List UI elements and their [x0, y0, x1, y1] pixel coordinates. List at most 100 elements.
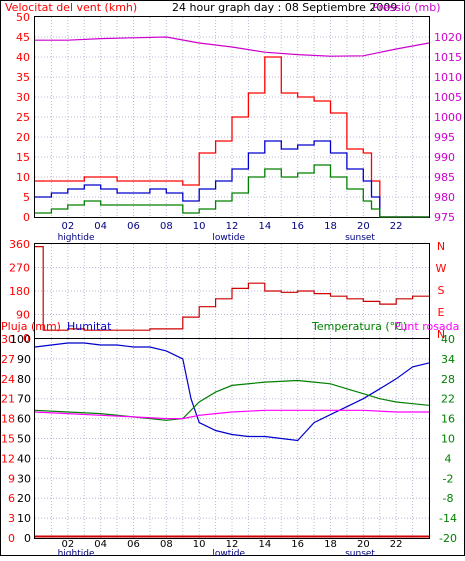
wind-tick-label: 40 [16, 51, 30, 64]
x-tick-label: 18 [324, 221, 337, 232]
series-layer [34, 36, 430, 538]
humidity-tick-label: 80 [17, 373, 31, 386]
x-tick-label: 10 [193, 539, 206, 550]
pressure-axis-label: Pressió (mb) [372, 1, 441, 14]
temperature-axis-label: Temperatura (°C) [311, 320, 407, 333]
x-tick-label: 12 [226, 539, 239, 550]
humidity-axis-label: Humitat [67, 320, 112, 333]
temperature-tick-label: 40 [441, 333, 455, 346]
temperature-tick-label: 22 [441, 393, 455, 406]
rain-tick-label: 0 [8, 532, 15, 545]
wind-tick-label: 20 [16, 131, 30, 144]
ticks-layer: 0510152025303540455097598098599099510001… [1, 11, 462, 559]
x-tick-label: 02 [61, 539, 74, 550]
rain-tick-label: 15 [1, 433, 15, 446]
rain-tick-label: 6 [8, 492, 15, 505]
temperature-tick-label: 16 [441, 413, 455, 426]
x-tick-label: 22 [390, 221, 403, 232]
temperature-tick-label: -2 [443, 472, 454, 485]
humidity-tick-label: 90 [17, 353, 31, 366]
temperature-tick-label: -8 [443, 492, 454, 505]
x-tick-label: 06 [127, 539, 140, 550]
direction-tick-label: 90 [16, 309, 30, 322]
rain-tick-label: 18 [1, 413, 15, 426]
temperature-tick-label: 4 [445, 452, 452, 465]
wind-tick-label: 15 [16, 151, 30, 164]
pressure-tick-label: 1000 [434, 111, 462, 124]
chart-title: 24 hour graph day : 08 Septiembre 2009 [172, 1, 397, 14]
x-tick-label: 14 [258, 221, 271, 232]
pressure-tick-label: 995 [434, 131, 455, 144]
x-tick-label: 14 [258, 539, 271, 550]
wind-gust-line [35, 56, 429, 218]
pressure-tick-label: 985 [434, 171, 455, 184]
x-marker-label: sunset [345, 549, 375, 556]
rain-tick-label: 30 [1, 333, 15, 346]
x-marker-label: hightide [58, 549, 95, 556]
humidity-tick-label: 60 [17, 413, 31, 426]
x-tick-label: 08 [160, 221, 173, 232]
x-tick-label: 16 [291, 539, 304, 550]
x-tick-label: 16 [291, 221, 304, 232]
rain-tick-label: 27 [1, 353, 15, 366]
x-tick-label: 02 [61, 221, 74, 232]
compass-label: W [436, 262, 447, 275]
x-tick-label: 20 [357, 539, 370, 550]
humidity-tick-label: 100 [10, 333, 31, 346]
pressure-tick-label: 980 [434, 191, 455, 204]
temperature-tick-label: 34 [441, 353, 455, 366]
dewpoint-line [34, 409, 429, 420]
humidity-tick-label: 20 [17, 492, 31, 505]
pressure-line [35, 36, 430, 57]
pressure-tick-label: 1020 [434, 31, 462, 44]
x-tick-label: 04 [94, 539, 107, 550]
rain-axis-label: Pluja (mm) [1, 320, 61, 333]
humidity-tick-label: 40 [17, 452, 31, 465]
wind-tick-label: 0 [23, 211, 30, 224]
x-tick-label: 12 [226, 221, 239, 232]
x-tick-label: 20 [357, 221, 370, 232]
pressure-tick-label: 1005 [434, 91, 462, 104]
humidity-tick-label: 0 [24, 532, 31, 545]
compass-label: N [437, 328, 445, 341]
direction-tick-label: 360 [9, 238, 30, 251]
rain-tick-label: 12 [1, 452, 15, 465]
wind-tick-label: 10 [16, 171, 30, 184]
rain-tick-label: 9 [8, 472, 15, 485]
dewpoint-axis-label: Punt rosada [394, 320, 459, 333]
compass-label: E [438, 306, 445, 319]
pressure-tick-label: 1015 [434, 51, 462, 64]
rain-tick-label: 3 [8, 512, 15, 525]
wind-tick-label: 45 [16, 31, 30, 44]
direction-tick-label: 270 [9, 262, 30, 275]
x-marker-label: lowtide [212, 549, 245, 556]
temperature-tick-label: 28 [441, 373, 455, 386]
wind-tick-label: 35 [16, 71, 30, 84]
rain-tick-label: 21 [1, 393, 15, 406]
x-marker-label: hightide [58, 233, 95, 243]
wind-tick-label: 25 [16, 111, 30, 124]
x-marker-label: lowtide [212, 233, 245, 243]
x-tick-label: 04 [94, 221, 107, 232]
wind-tick-label: 50 [16, 11, 30, 24]
compass-label: S [438, 284, 445, 297]
humidity-tick-label: 70 [17, 393, 31, 406]
pressure-tick-label: 975 [434, 211, 455, 224]
temperature-tick-label: 10 [441, 433, 455, 446]
x-tick-label: 08 [160, 539, 173, 550]
compass-label: N [437, 240, 445, 253]
humidity-tick-label: 50 [17, 433, 31, 446]
wind-avg-line [35, 140, 429, 218]
direction-tick-label: 0 [23, 332, 30, 345]
x-tick-label: 18 [324, 539, 337, 550]
pressure-tick-label: 1010 [434, 71, 462, 84]
direction-tick-label: 180 [9, 285, 30, 298]
wind-axis-label: Velocitat del vent (kmh) [5, 1, 137, 14]
x-tick-label: 10 [193, 221, 206, 232]
temperature-tick-label: -14 [439, 512, 457, 525]
wind-min-line [35, 164, 429, 218]
temperature-tick-label: -20 [439, 532, 457, 545]
wind-tick-label: 30 [16, 91, 30, 104]
grid-layer [35, 17, 429, 538]
